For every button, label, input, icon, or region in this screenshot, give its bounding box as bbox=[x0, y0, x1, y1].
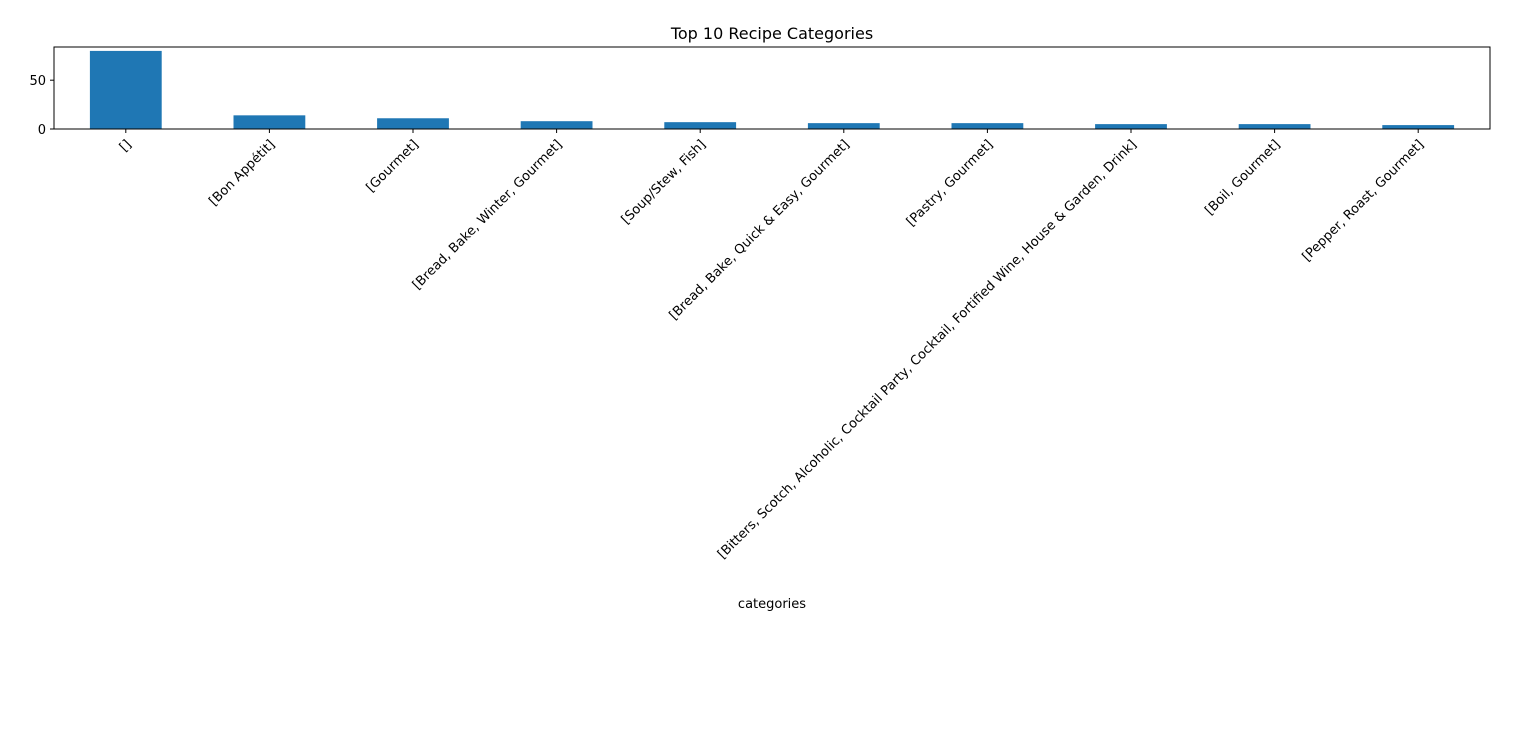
x-tick-label: [Bon Appétit] bbox=[206, 137, 278, 209]
x-axis: [] [Bon Appétit] [Gourmet][Bread, Bake, Wi… bbox=[117, 129, 1427, 562]
bar bbox=[1238, 124, 1311, 129]
bar bbox=[520, 121, 593, 129]
x-tick-label: [Pastry, Gourmet] bbox=[904, 137, 996, 229]
y-tick-label: 0 bbox=[38, 123, 46, 138]
x-tick-label: [] bbox=[117, 137, 135, 155]
plot-frame bbox=[53, 46, 1491, 130]
bar bbox=[89, 50, 162, 129]
bar bbox=[664, 122, 737, 129]
bars bbox=[89, 50, 1455, 129]
x-tick-label: [Gourmet] bbox=[364, 137, 422, 195]
x-tick-label: [Soup/Stew, Fish] bbox=[619, 137, 709, 227]
bar bbox=[1095, 124, 1167, 129]
x-tick-label: [Bread, Bake, Winter, Gourmet] bbox=[410, 137, 566, 293]
x-axis-label: categories bbox=[738, 597, 806, 612]
y-tick-label: 50 bbox=[29, 74, 46, 89]
x-tick-label: [Bread, Bake, Quick & Easy, Gourmet] bbox=[667, 137, 853, 323]
y-axis: 0 50 bbox=[29, 74, 54, 138]
chart-title: Top 10 Recipe Categories bbox=[670, 24, 873, 43]
bar bbox=[807, 123, 880, 129]
bar bbox=[377, 118, 449, 129]
x-tick-label: [Pepper, Roast, Gourmet] bbox=[1300, 137, 1427, 264]
x-tick-label: [Boil, Gourmet] bbox=[1202, 137, 1283, 218]
bar bbox=[233, 115, 306, 129]
bar bbox=[951, 123, 1024, 129]
bar bbox=[1382, 125, 1455, 129]
